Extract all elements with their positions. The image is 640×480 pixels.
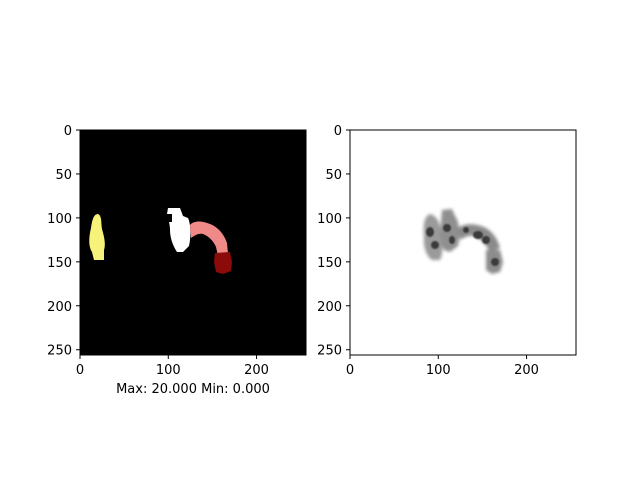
- left-axes-frame: [79, 129, 307, 356]
- region-white: [167, 208, 191, 252]
- dark-spot: [431, 241, 439, 249]
- y-tick-label: 250: [317, 344, 342, 359]
- left-panel: 0 100 200 0 50 100 150 200 250: [47, 124, 307, 378]
- x-tick-label: 200: [514, 363, 539, 378]
- right-axes-frame: [349, 129, 577, 356]
- region-white-notch: [166, 214, 172, 222]
- right-panel: 0 100 200 0 50 100 150 200 250: [317, 124, 577, 378]
- dark-spot: [426, 227, 434, 237]
- intensity-dark-spots: [426, 224, 499, 266]
- region-pink: [190, 221, 228, 256]
- region-dark-red: [214, 252, 232, 274]
- left-x-ticks: 0 100 200: [76, 355, 269, 378]
- dark-spot: [463, 227, 469, 233]
- x-tick-label: 100: [426, 363, 451, 378]
- dark-spot: [491, 258, 499, 266]
- x-tick-label: 0: [346, 363, 354, 378]
- region-yellow: [89, 214, 105, 260]
- dark-spot: [482, 236, 490, 244]
- x-tick-label: 100: [156, 363, 181, 378]
- dark-spot: [449, 236, 455, 244]
- x-tick-label: 200: [244, 363, 269, 378]
- y-tick-label: 50: [325, 168, 342, 183]
- y-tick-label: 150: [47, 256, 72, 271]
- y-tick-label: 200: [317, 300, 342, 315]
- dark-spot: [473, 231, 483, 239]
- right-image-background: [350, 130, 576, 355]
- y-tick-label: 50: [55, 168, 72, 183]
- y-tick-label: 0: [334, 124, 342, 139]
- y-tick-label: 100: [317, 212, 342, 227]
- y-tick-label: 100: [47, 212, 72, 227]
- blob-left: [423, 214, 443, 260]
- left-y-ticks: 0 50 100 150 200 250: [47, 124, 80, 359]
- right-y-ticks: 0 50 100 150 200 250: [317, 124, 350, 359]
- y-tick-label: 150: [317, 256, 342, 271]
- y-tick-label: 200: [47, 300, 72, 315]
- dark-spot: [443, 224, 451, 232]
- right-x-ticks: 0 100 200: [346, 355, 539, 378]
- x-tick-label: 0: [76, 363, 84, 378]
- y-tick-label: 0: [64, 124, 72, 139]
- y-tick-label: 250: [47, 344, 72, 359]
- segmentation-regions: [89, 208, 232, 274]
- left-image-background: [80, 130, 306, 355]
- colormap-range-caption: Max: 20.000 Min: 0.000: [116, 382, 270, 397]
